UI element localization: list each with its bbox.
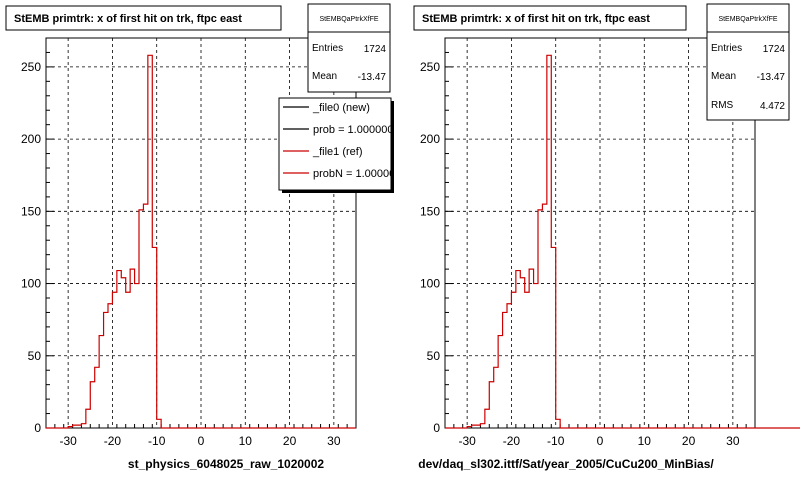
stats-name: StEMBQaPtrkXfFE bbox=[319, 16, 378, 23]
x-tick-label: 30 bbox=[726, 434, 740, 448]
title-box bbox=[413, 5, 687, 31]
legend-box bbox=[278, 97, 392, 191]
x-tick-label: -10 bbox=[547, 434, 565, 448]
stats-rms-value: 4.472 bbox=[760, 101, 785, 112]
x-tick-label: 10 bbox=[638, 434, 652, 448]
x-tick-label: -10 bbox=[148, 434, 166, 448]
x-tick-label: 0 bbox=[198, 434, 205, 448]
stats-mean-label: Mean bbox=[312, 71, 337, 82]
legend-entry: prob = 1.000000 bbox=[313, 124, 393, 136]
stats-entries-value: 1724 bbox=[364, 44, 387, 55]
x-tick-label: -20 bbox=[503, 434, 521, 448]
y-tick-label: 50 bbox=[427, 349, 441, 363]
y-tick-label: 250 bbox=[420, 60, 440, 74]
histogram-series-line bbox=[46, 54, 356, 429]
y-tick-label: 150 bbox=[420, 204, 440, 218]
y-tick-label: 0 bbox=[433, 421, 440, 435]
y-tick-label: 100 bbox=[420, 277, 440, 291]
histogram-panel-1: -30 -20 -10 0 10 20 30 0 50 100 150 200 250 StEMB pri… bbox=[5, 3, 401, 471]
x-axis-label: st_physics_6048025_raw_1020002 bbox=[128, 457, 324, 471]
x-tick-label: 20 bbox=[682, 434, 696, 448]
stats-entries-label: Entries bbox=[711, 43, 742, 54]
histogram-series-line bbox=[445, 54, 800, 429]
title-box bbox=[5, 5, 282, 31]
chart-title: StEMB primtrk: x of first hit on trk, ft… bbox=[422, 13, 650, 25]
x-tick-label: 20 bbox=[283, 434, 297, 448]
x-tick-label: 10 bbox=[239, 434, 253, 448]
stats-name: StEMBQaPtrkXfFE bbox=[718, 16, 777, 23]
x-tick-label: 0 bbox=[597, 434, 604, 448]
stats-rms-label: RMS bbox=[711, 100, 734, 111]
stats-box bbox=[706, 3, 790, 121]
y-tick-label: 250 bbox=[21, 60, 41, 74]
legend-entry: _file0 (new) bbox=[312, 102, 370, 114]
stats-entries-label: Entries bbox=[312, 43, 343, 54]
y-tick-label: 200 bbox=[420, 132, 440, 146]
stats-mean-value: -13.47 bbox=[757, 72, 786, 83]
y-tick-label: 0 bbox=[34, 421, 41, 435]
x-tick-label: -30 bbox=[458, 434, 476, 448]
histogram-panel-2: -30 -20 -10 0 10 20 30 0 50 100 150 200 250 StEMB pri… bbox=[413, 3, 800, 471]
legend-entry: _file1 (ref) bbox=[312, 146, 363, 158]
y-tick-label: 200 bbox=[21, 132, 41, 146]
legend: _file0 (new) prob = 1.000000 _file1 (ref) p… bbox=[283, 102, 401, 180]
x-axis-label: dev/daq_sl302.ittf/Sat/year_2005/CuCu200… bbox=[418, 457, 714, 471]
stats-box bbox=[307, 3, 391, 93]
y-tick-label: 50 bbox=[28, 349, 42, 363]
x-tick-label: -20 bbox=[104, 434, 122, 448]
chart-title: StEMB primtrk: x of first hit on trk, ft… bbox=[14, 13, 242, 25]
x-tick-label: 30 bbox=[327, 434, 341, 448]
stats-mean-label: Mean bbox=[711, 71, 736, 82]
y-tick-label: 150 bbox=[21, 204, 41, 218]
legend-entry: probN = 1.000000 bbox=[313, 168, 401, 180]
y-tick-label: 100 bbox=[21, 277, 41, 291]
stats-entries-value: 1724 bbox=[763, 44, 786, 55]
x-tick-label: -30 bbox=[59, 434, 77, 448]
stats-mean-value: -13.47 bbox=[358, 72, 387, 83]
